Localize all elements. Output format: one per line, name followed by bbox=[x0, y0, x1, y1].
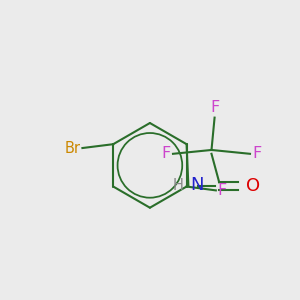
Text: Br: Br bbox=[65, 140, 81, 155]
Text: F: F bbox=[252, 146, 262, 161]
Text: F: F bbox=[210, 100, 219, 115]
Text: F: F bbox=[161, 146, 171, 161]
Text: H: H bbox=[173, 178, 184, 193]
Text: N: N bbox=[191, 176, 204, 194]
Text: F: F bbox=[218, 183, 226, 198]
Text: O: O bbox=[246, 177, 260, 195]
